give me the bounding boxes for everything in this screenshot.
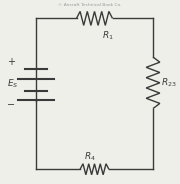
- Text: $R_{23}$: $R_{23}$: [161, 77, 177, 89]
- Text: $R_4$: $R_4$: [84, 150, 96, 163]
- Text: $E_S$: $E_S$: [7, 77, 19, 90]
- Text: © Aircraft Technical Book Co.: © Aircraft Technical Book Co.: [58, 3, 122, 7]
- Text: +: +: [7, 57, 15, 67]
- Text: −: −: [7, 100, 15, 110]
- Text: $R_1$: $R_1$: [102, 29, 113, 42]
